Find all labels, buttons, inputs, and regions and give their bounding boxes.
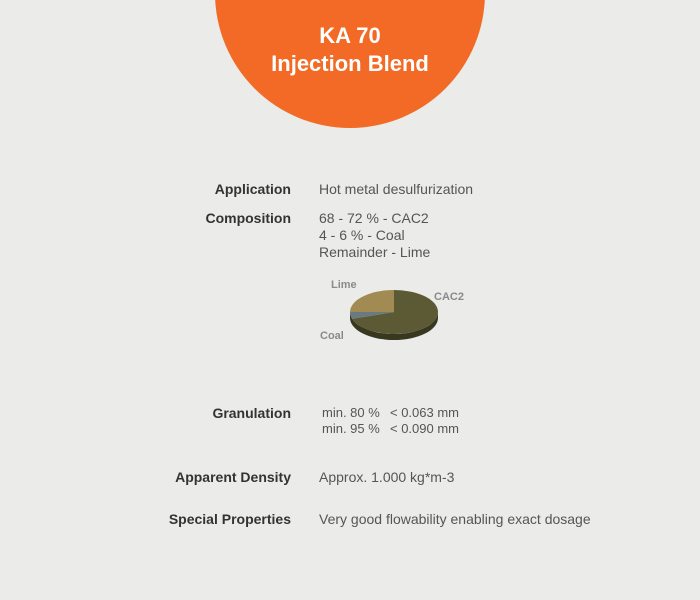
pie-slice-cac2	[352, 290, 438, 334]
granulation-size: < 0.063 mm	[390, 405, 460, 420]
composition-label: Composition	[205, 210, 291, 226]
special-properties-value: Very good flowability enabling exact dos…	[319, 511, 591, 527]
composition-value: 68 - 72 % - CAC2 4 - 6 % - Coal Remainde…	[319, 210, 430, 261]
application-label: Application	[214, 181, 291, 197]
pie-slice-lime	[350, 290, 394, 312]
granulation-percent: min. 95 %	[322, 421, 380, 436]
pie-slice-coal	[350, 312, 394, 319]
special-properties-label: Special Properties	[168, 511, 291, 527]
page-title: KA 70 Injection Blend	[215, 22, 485, 78]
pie-label-coal: Coal	[320, 330, 344, 342]
density-value: Approx. 1.000 kg*m-3	[319, 469, 455, 485]
composition-line: Remainder - Lime	[319, 244, 431, 260]
composition-line: 68 - 72 % - CAC2	[319, 210, 429, 226]
pie-label-cac2: CAC2	[434, 291, 464, 303]
granulation-label: Granulation	[212, 405, 291, 421]
pie-edge	[350, 312, 438, 340]
density-label: Apparent Density	[175, 469, 291, 485]
granulation-percent: min. 80 %	[322, 405, 380, 420]
pie-svg	[350, 290, 438, 340]
product-subtitle: Injection Blend	[271, 51, 429, 76]
granulation-value: min. 80 % < 0.063 mm min. 95 % < 0.090 m…	[322, 405, 459, 437]
product-name: KA 70	[319, 23, 381, 48]
granulation-row: min. 95 % < 0.090 mm	[322, 421, 459, 437]
pie-label-lime: Lime	[331, 279, 357, 291]
composition-line: 4 - 6 % - Coal	[319, 227, 405, 243]
granulation-size: < 0.090 mm	[390, 421, 460, 436]
application-value: Hot metal desulfurization	[319, 181, 474, 197]
composition-pie-chart: Lime CAC2 Coal	[318, 276, 478, 348]
granulation-row: min. 80 % < 0.063 mm	[322, 405, 459, 421]
